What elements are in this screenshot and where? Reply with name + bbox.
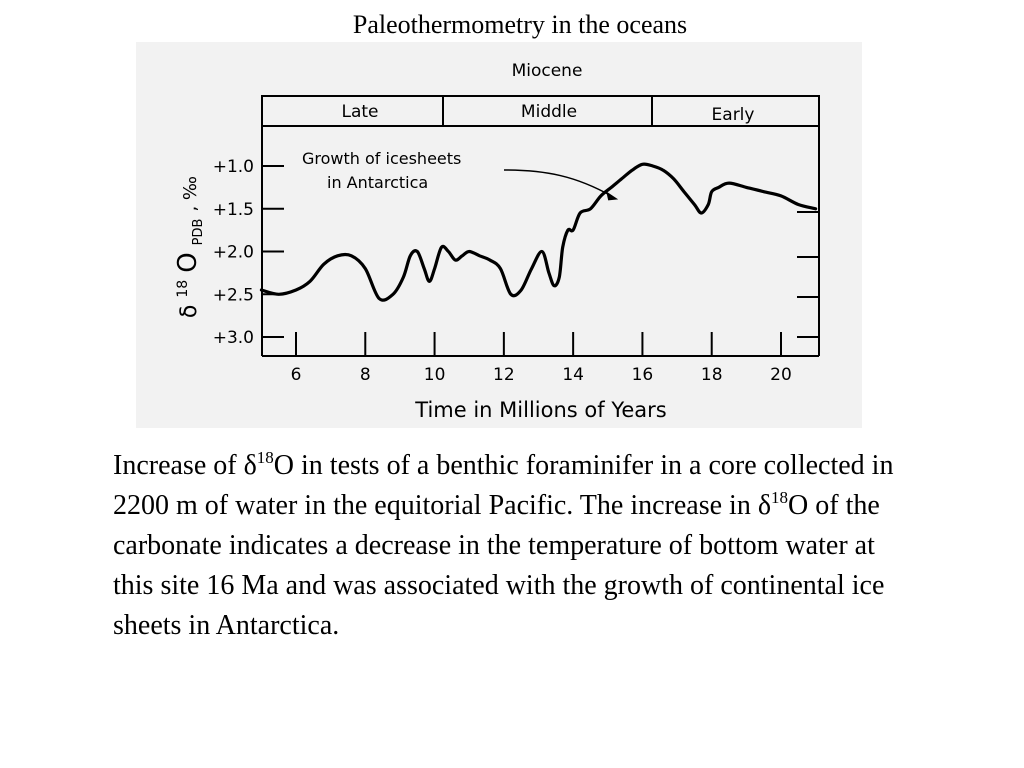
ylabel-sub: PDB [191,219,206,246]
annotation-line2: in Antarctica [327,173,428,192]
ylabel-delta: δ [177,305,202,318]
x-tick-label-1: 8 [360,365,371,385]
x-axis-label: Time in Millions of Years [414,398,666,422]
x-tick-label-5: 16 [632,365,654,385]
y-axis-label: δ 18 O PDB , ‰ [168,176,208,318]
y-tick-label-4: +3.0 [213,328,254,348]
x-tick-label-6: 18 [701,365,723,385]
ylabel-unit: , ‰ [180,176,201,212]
y-tick-label-0: +1.0 [213,157,254,177]
figure-panel: Miocene Late Middle Early +1.0 +1.5 +2.0 +2… [136,42,862,428]
x-tick-label-3: 12 [493,365,515,385]
figure-caption: Increase of δ18O in tests of a benthic f… [113,446,918,646]
annotation-line1: Growth of icesheets [302,149,461,168]
ylabel-o: O [173,252,203,272]
svg-text:δ 18 O: δ 18 O PDB , ‰ [168,176,208,318]
y-tick-label-2: +2.0 [213,243,254,263]
caption-delta-2: δ [757,490,772,521]
epoch-label: Miocene [512,61,583,81]
x-tick-label-0: 6 [291,365,302,385]
epoch-header-box [261,95,820,127]
subdivision-early: Early [712,105,755,125]
caption-sup-1: 18 [256,447,274,467]
x-tick-label-4: 14 [562,365,584,385]
slide-title: Paleothermometry in the oceans [352,10,688,39]
caption-sup-2: 18 [771,487,789,507]
x-tick-label-2: 10 [424,365,446,385]
series-line-delta18o [259,162,818,302]
subdivision-late: Late [341,102,378,122]
caption-part3: O of the carbonate indicates a decrease … [113,490,885,641]
caption-delta-1: δ [243,450,257,481]
x-tick-label-7: 20 [770,365,792,385]
caption-part2: O in tests of a benthic foraminifer in a… [113,450,894,521]
ylabel-sup: 18 [175,280,191,298]
caption-part1: Increase of [113,450,244,481]
y-tick-label-3: +2.5 [213,285,254,305]
y-tick-label-1: +1.5 [213,200,254,220]
annotation-arrow [503,169,613,198]
annotation-arrowhead [606,191,619,201]
subdivision-middle: Middle [521,102,577,122]
chart: Miocene Late Middle Early +1.0 +1.5 +2.0 +2… [168,61,820,422]
